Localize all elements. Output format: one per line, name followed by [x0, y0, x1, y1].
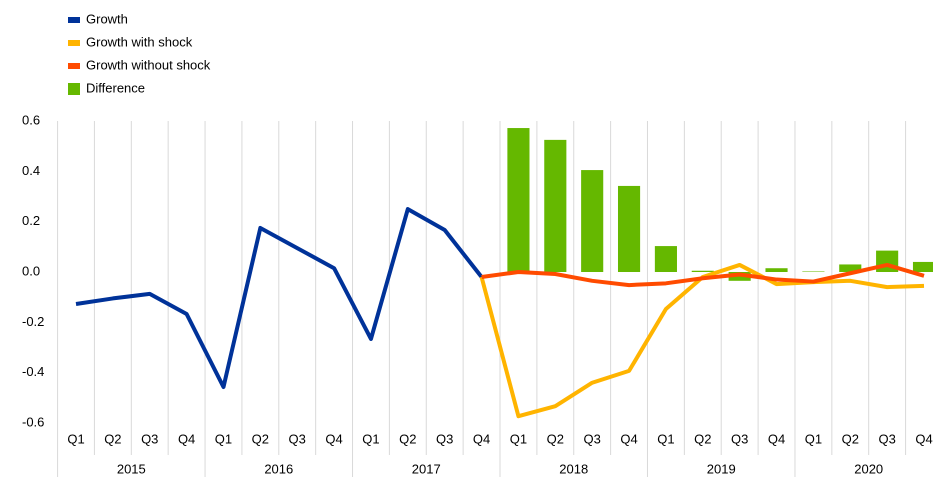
bar [507, 128, 530, 272]
x-tick-label: Q3 [584, 431, 601, 446]
x-tick-label: Q2 [842, 431, 859, 446]
x-tick-label: Q4 [178, 431, 195, 446]
y-tick-label: -0.6 [22, 414, 44, 429]
x-tick-label: Q3 [436, 431, 453, 446]
y-tick-label: -0.2 [22, 314, 44, 329]
legend-label: Difference [86, 80, 145, 95]
x-tick-label: Q3 [141, 431, 158, 446]
x-tick-label: Q1 [67, 431, 84, 446]
line [75, 207, 484, 390]
bar [544, 139, 567, 272]
year-label: 2020 [854, 461, 883, 476]
x-tick-label: Q2 [104, 431, 121, 446]
x-tick-label: Q4 [620, 431, 637, 446]
x-tick-label: Q2 [399, 431, 416, 446]
bar [617, 185, 641, 272]
x-tick-label: Q4 [915, 431, 932, 446]
legend-swatch [68, 63, 80, 69]
year-label: 2019 [707, 461, 736, 476]
line [481, 262, 925, 288]
legend-swatch [68, 40, 80, 46]
legend-label: Growth [86, 11, 128, 26]
bar [691, 270, 714, 272]
x-tick-label: Q1 [657, 431, 674, 446]
y-tick-label: -0.4 [22, 364, 44, 379]
bar [654, 246, 677, 272]
x-tick-label: Q4 [325, 431, 342, 446]
legend-swatch [68, 17, 80, 23]
year-label: 2016 [264, 461, 293, 476]
bar [581, 170, 604, 272]
year-label: 2017 [412, 461, 441, 476]
y-tick-label: 0.6 [22, 112, 40, 127]
y-tick-label: 0.4 [22, 163, 40, 178]
year-label: 2015 [117, 461, 146, 476]
y-tick-label: 0.0 [22, 263, 40, 278]
line [479, 262, 925, 419]
bar [765, 268, 788, 272]
legend-label: Growth without shock [86, 57, 211, 72]
x-tick-label: Q3 [878, 431, 895, 446]
x-tick-label: Q4 [768, 431, 785, 446]
x-tick-label: Q3 [289, 431, 306, 446]
x-tick-label: Q2 [547, 431, 564, 446]
bar [912, 261, 933, 272]
legend-swatch [68, 83, 80, 95]
x-tick-label: Q1 [510, 431, 527, 446]
x-tick-label: Q1 [362, 431, 379, 446]
bar [839, 264, 862, 272]
x-tick-label: Q3 [731, 431, 748, 446]
year-label: 2018 [559, 461, 588, 476]
legend-label: Growth with shock [86, 34, 193, 49]
bar [802, 271, 825, 272]
x-tick-label: Q2 [252, 431, 269, 446]
x-tick-label: Q1 [215, 431, 232, 446]
x-tick-label: Q1 [805, 431, 822, 446]
y-tick-label: 0.2 [22, 213, 40, 228]
x-tick-label: Q2 [694, 431, 711, 446]
x-tick-label: Q4 [473, 431, 490, 446]
